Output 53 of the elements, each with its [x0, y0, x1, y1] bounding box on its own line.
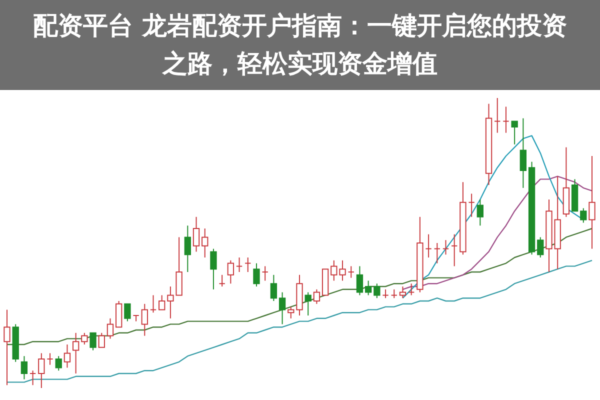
candlestick [4, 309, 10, 386]
chart-title: 配资平台 龙岩配资开户指南：一键开启您的投资之路，轻松实现资金增值 [32, 10, 568, 80]
candlestick [374, 283, 380, 299]
candlestick [588, 156, 596, 250]
candlestick [202, 228, 208, 258]
candlestick [434, 242, 440, 264]
candlestick [158, 294, 166, 310]
candlestick [141, 303, 148, 336]
candlestick [253, 262, 260, 287]
candlestick [150, 294, 157, 314]
candlestick [451, 234, 458, 267]
candlestick [244, 257, 252, 272]
candlestick [288, 306, 294, 319]
candlestick [210, 248, 217, 290]
candlestick [364, 280, 372, 296]
candlestick [580, 208, 587, 224]
candlestick [537, 236, 544, 258]
candlestick [29, 370, 36, 386]
candlestick [81, 332, 88, 345]
candlestick [494, 98, 501, 134]
candlestick [304, 292, 312, 316]
candlestick [278, 292, 286, 325]
candlestick [502, 106, 510, 134]
candlestick [218, 274, 226, 287]
candlestick [270, 274, 278, 302]
candlestick [192, 216, 200, 252]
candlestick [408, 283, 415, 296]
candlestick [98, 332, 105, 348]
candlestick [227, 260, 234, 284]
candlestick [476, 199, 484, 226]
candlestick [55, 356, 62, 372]
candlestick [236, 257, 243, 272]
candlestick [20, 356, 28, 380]
candlestick [425, 234, 432, 258]
candlestick [520, 118, 527, 188]
candlestick [262, 266, 268, 282]
candlestick [124, 303, 131, 322]
candlestick [442, 240, 450, 256]
candlestick [46, 352, 54, 366]
candlestick [356, 266, 364, 296]
candlestick [106, 318, 114, 340]
candlestick [132, 315, 140, 322]
candlestick [313, 288, 320, 304]
candlestick [72, 332, 80, 374]
candlestick [184, 225, 191, 272]
candlestick [90, 332, 96, 351]
candlestick [116, 300, 122, 328]
candlestick [399, 286, 406, 299]
candlestick [348, 266, 354, 278]
candlestick [64, 344, 71, 368]
candlestick [468, 193, 475, 218]
candlestick [511, 120, 518, 145]
candlestick [38, 352, 45, 388]
